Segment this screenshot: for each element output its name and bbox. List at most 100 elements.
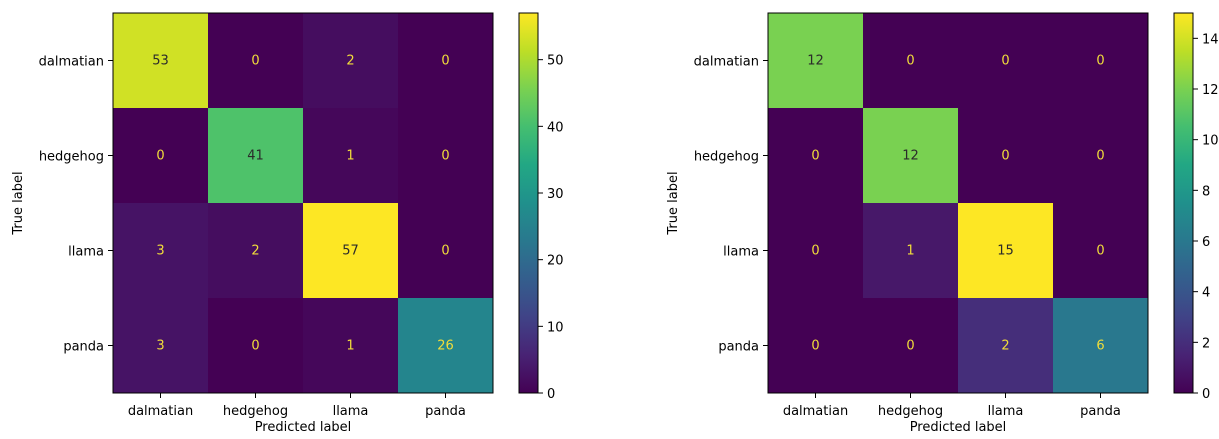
chart1-cell-r3-c3	[1053, 298, 1149, 394]
chart0-value-label: 0	[441, 244, 449, 259]
chart0-x-tick-label: hedgehog	[223, 404, 288, 419]
chart0-value-label: 0	[156, 149, 164, 164]
chart1-value-label: 15	[997, 244, 1014, 259]
chart0-colorbar-tick-label: 40	[547, 120, 564, 135]
chart1-y-axis-title: True label	[666, 171, 681, 235]
chart1-x-tick-label: llama	[988, 404, 1024, 419]
chart1-cell-r3-c1	[863, 298, 959, 394]
chart1-colorbar-tick-label: 6	[1202, 235, 1210, 250]
chart1-colorbar-tick-label: 12	[1202, 83, 1219, 98]
chart1-cell-r2-c2	[958, 203, 1054, 299]
chart1-value-label: 0	[1096, 54, 1104, 69]
chart1-value-label: 0	[1096, 244, 1104, 259]
chart0-value-label: 41	[247, 149, 264, 164]
chart0-cell-r3-c0	[113, 298, 209, 394]
chart0-value-label: 26	[437, 339, 454, 354]
chart1-x-axis-title: Predicted label	[910, 420, 1007, 435]
chart1-value-label: 6	[1096, 339, 1104, 354]
chart1-x-tick-label: dalmatian	[783, 404, 848, 419]
chart0-value-label: 2	[346, 54, 354, 69]
chart0-value-label: 3	[156, 339, 164, 354]
chart0-cell-r1-c3	[398, 108, 494, 204]
chart1-cell-r1-c1	[863, 108, 959, 204]
chart0-cell-r3-c3	[398, 298, 494, 394]
chart1-colorbar-tick-label: 0	[1202, 387, 1210, 402]
chart1-y-tick-label: dalmatian	[694, 55, 759, 70]
chart0-cell-r3-c1	[208, 298, 304, 394]
chart1-y-tick-label: panda	[718, 340, 759, 355]
chart0-cell-r1-c1	[208, 108, 304, 204]
chart0-value-label: 1	[346, 339, 354, 354]
chart0-colorbar-tick-label: 20	[547, 254, 564, 269]
chart0-cell-r0-c1	[208, 13, 304, 109]
chart0-cell-r0-c3	[398, 13, 494, 109]
chart0-value-label: 0	[441, 149, 449, 164]
chart0-y-tick-label: hedgehog	[39, 150, 104, 165]
chart1-value-label: 0	[811, 244, 819, 259]
chart0-cell-r2-c0	[113, 203, 209, 299]
chart0-value-label: 1	[346, 149, 354, 164]
chart1-cell-r0-c3	[1053, 13, 1149, 109]
chart1-y-tick-label: hedgehog	[694, 150, 759, 165]
chart0-x-axis-title: Predicted label	[255, 420, 352, 435]
chart0-value-label: 2	[251, 244, 259, 259]
chart1-cell-r2-c3	[1053, 203, 1149, 299]
chart1-cell-r0-c2	[958, 13, 1054, 109]
chart1-value-label: 0	[811, 339, 819, 354]
chart1-value-label: 1	[906, 244, 914, 259]
chart0-value-label: 0	[251, 339, 259, 354]
chart1-cell-r1-c3	[1053, 108, 1149, 204]
chart1-colorbar-tick-label: 8	[1202, 184, 1210, 199]
chart1-cell-r2-c1	[863, 203, 959, 299]
chart0-value-label: 53	[152, 54, 169, 69]
chart1-value-label: 12	[807, 54, 824, 69]
chart1-cell-r3-c0	[768, 298, 864, 394]
chart1-value-label: 0	[1001, 149, 1009, 164]
chart1-cell-r1-c2	[958, 108, 1054, 204]
chart1-x-tick-label: hedgehog	[878, 404, 943, 419]
chart0-y-axis-title: True label	[11, 171, 26, 235]
chart0-cell-r1-c0	[113, 108, 209, 204]
chart0-cell-r0-c0	[113, 13, 209, 109]
chart1-x-tick-label: panda	[1080, 404, 1121, 419]
chart1-cell-r0-c1	[863, 13, 959, 109]
chart0-colorbar-tick-label: 10	[547, 320, 564, 335]
chart1-colorbar-tick-label: 10	[1202, 134, 1219, 149]
chart1-cell-r1-c0	[768, 108, 864, 204]
chart0-value-label: 0	[251, 54, 259, 69]
chart1-y-tick-label: llama	[723, 245, 759, 260]
chart0-y-tick-label: llama	[68, 245, 104, 260]
chart0-cell-r2-c1	[208, 203, 304, 299]
chart1-colorbar-tick-label: 14	[1202, 32, 1219, 47]
chart1-value-label: 0	[811, 149, 819, 164]
chart0-value-label: 0	[441, 54, 449, 69]
chart0-colorbar-tick-label: 30	[547, 187, 564, 202]
chart0-colorbar-tick-label: 50	[547, 54, 564, 69]
chart0-plot-frame	[112, 12, 494, 394]
chart1-value-label: 0	[1001, 54, 1009, 69]
chart0-x-tick-label: dalmatian	[128, 404, 193, 419]
chart0-y-tick-label: panda	[63, 340, 104, 355]
chart0-x-tick-label: llama	[333, 404, 369, 419]
chart1-value-label: 12	[902, 149, 919, 164]
chart1-colorbar-tick-label: 2	[1202, 336, 1210, 351]
chart1-plot-frame	[767, 12, 1149, 394]
chart1-cell-r0-c0	[768, 13, 864, 109]
chart0-cell-r2-c2	[303, 203, 399, 299]
chart1-value-label: 0	[906, 339, 914, 354]
chart0-colorbar-tick-label: 0	[547, 387, 555, 402]
chart0-colorbar	[518, 12, 539, 394]
chart1-colorbar	[1173, 12, 1194, 394]
chart0-cell-r1-c2	[303, 108, 399, 204]
chart1-cell-r3-c2	[958, 298, 1054, 394]
chart0-value-label: 3	[156, 244, 164, 259]
chart1-value-label: 0	[1096, 149, 1104, 164]
chart1-colorbar-tick-label: 4	[1202, 286, 1210, 301]
chart0-x-tick-label: panda	[425, 404, 466, 419]
chart0-value-label: 57	[342, 244, 359, 259]
chart1-cell-r2-c0	[768, 203, 864, 299]
chart1-value-label: 2	[1001, 339, 1009, 354]
chart1-value-label: 0	[906, 54, 914, 69]
chart0-cell-r3-c2	[303, 298, 399, 394]
